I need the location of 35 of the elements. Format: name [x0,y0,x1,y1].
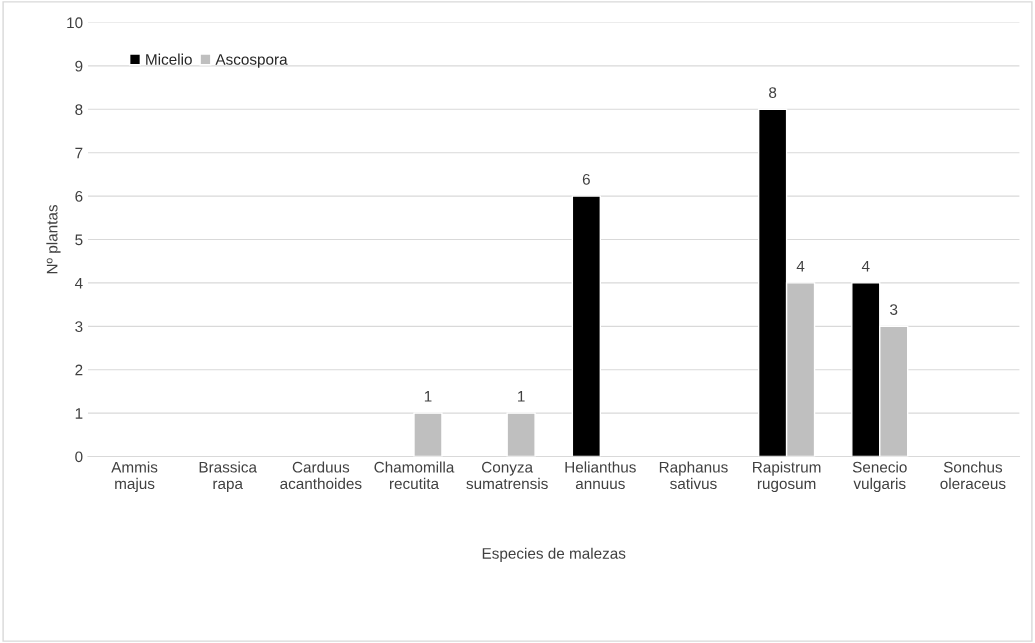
x-tick-label: Ammis majus [111,461,158,493]
x-tick-label: Helianthus annuus [565,461,636,490]
data-label: 8 [769,87,777,98]
y-tick-label: 9 [75,60,83,72]
data-label: 4 [861,260,870,272]
x-tick-label: Sonchus oleraceus [940,461,1006,490]
y-tick-label: 8 [75,104,83,115]
y-axis-title: Nº plantas [46,205,61,274]
x-tick-label: Carduus acanthoides [280,461,362,490]
y-tick-label: 1 [75,408,83,419]
x-tick-label: Chamomilla recutita [374,461,455,490]
y-tick-label: 0 [75,451,83,463]
legend-label: Ascospora [215,54,288,68]
x-tick-label: Conyza sumatrensis [466,461,548,490]
y-tick-label: 7 [75,147,83,159]
data-label: 6 [582,173,590,185]
data-label: 3 [890,304,898,315]
x-axis-title: Especies de malezas [482,547,626,562]
y-tick-label: 2 [75,364,83,376]
legend-label: Micelio [146,53,192,65]
data-label: 4 [796,260,805,272]
bar [571,195,601,457]
y-tick-label: 10 [67,17,83,29]
y-tick-label: 4 [74,277,83,289]
data-label: 1 [518,391,525,402]
x-tick-label: Brassica rapa [199,461,257,493]
data-label: 1 [424,391,432,402]
bar [413,412,443,457]
x-tick-label: Raphanus sativus [659,461,728,490]
bar [506,412,536,457]
x-tick-label: Senecio vulgaris [852,461,907,493]
y-tick-label: 3 [75,321,83,333]
y-tick-label: 5 [75,234,83,246]
y-tick-label: 6 [75,190,83,202]
x-tick-label: Rapistrum rugosum [753,461,821,493]
